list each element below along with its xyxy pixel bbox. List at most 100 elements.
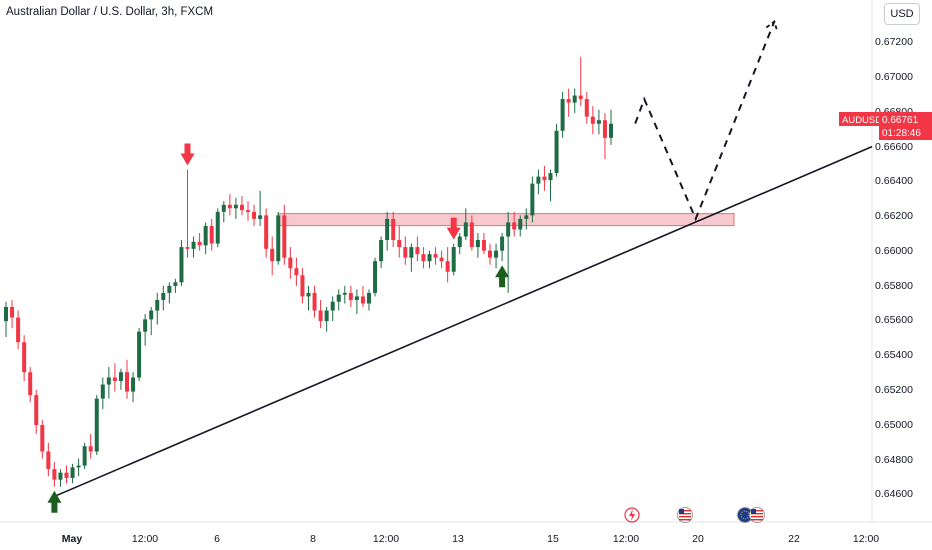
candle-body: [348, 292, 353, 300]
candle-body: [46, 451, 51, 470]
candle-body: [379, 240, 384, 262]
projection-arrowhead: [765, 20, 779, 32]
candle-body: [185, 247, 190, 249]
candle-body: [264, 215, 269, 249]
candle-body: [64, 472, 69, 478]
candle-body: [306, 292, 311, 297]
candle-body: [58, 472, 63, 480]
y-tick-label: 0.66600: [875, 141, 913, 153]
candle-body: [433, 254, 438, 258]
candle-body: [542, 176, 547, 181]
x-tick-label: 12:00: [613, 533, 639, 545]
candle-body: [100, 384, 105, 399]
us-flag-icon-secondary[interactable]: [749, 507, 765, 523]
candle-body: [385, 218, 390, 241]
candle-body: [590, 116, 595, 124]
x-tick-label: 12:00: [853, 533, 879, 545]
candle-body: [415, 247, 420, 255]
x-tick-label: 20: [692, 533, 704, 545]
candle-body: [439, 257, 444, 262]
candle-body: [409, 247, 414, 258]
candle-body: [481, 240, 486, 251]
candle-body: [421, 254, 426, 262]
x-tick-label: 22: [788, 533, 800, 545]
candle-body: [318, 310, 323, 322]
candle-body: [354, 296, 359, 300]
candle-body: [566, 99, 571, 103]
currency-button[interactable]: USD: [884, 3, 920, 25]
projection-path: [634, 21, 776, 222]
x-tick-label: May: [62, 533, 83, 545]
candle-body: [500, 236, 505, 251]
us-flag-icon[interactable]: [677, 507, 693, 523]
candle-body: [554, 130, 559, 174]
candle-body: [137, 331, 142, 378]
x-tick-label: 15: [547, 533, 559, 545]
y-tick-label: 0.65800: [875, 280, 913, 292]
x-tick-label: 6: [214, 533, 220, 545]
y-tick-label: 0.67200: [875, 36, 913, 48]
x-tick-label: 8: [310, 533, 316, 545]
candle-body: [451, 247, 456, 272]
candle-body: [488, 250, 492, 258]
candle-body: [161, 292, 166, 300]
candle-body: [22, 342, 27, 373]
candle-body: [52, 469, 57, 480]
candle-body: [112, 377, 117, 382]
up-arrow-marker: [47, 490, 62, 513]
candle-body: [312, 292, 317, 311]
candle-body: [609, 123, 613, 138]
candle-body: [167, 285, 172, 293]
candle-body: [506, 222, 511, 237]
candle-body: [149, 310, 154, 320]
flash-icon[interactable]: [624, 507, 640, 523]
up-arrow-marker: [495, 265, 510, 288]
candle-body: [445, 261, 450, 272]
candle-body: [524, 215, 529, 219]
candle-body: [336, 294, 341, 302]
candle-body: [578, 95, 583, 100]
candle-body: [252, 211, 257, 219]
candle-body: [560, 99, 565, 131]
candle-body: [367, 292, 371, 304]
candle-body: [475, 240, 480, 248]
y-tick-label: 0.66000: [875, 245, 913, 257]
candle-body: [342, 292, 347, 295]
y-tick-label: 0.65600: [875, 314, 913, 326]
chart-title: Australian Dollar / U.S. Dollar, 3h, FXC…: [6, 6, 214, 18]
candles-group: [4, 56, 613, 487]
y-tick-label: 0.64800: [875, 454, 913, 466]
candle-body: [397, 240, 402, 248]
candle-body: [239, 204, 244, 211]
bar-countdown: 01:28:46: [882, 128, 921, 139]
y-tick-label: 0.65000: [875, 419, 913, 431]
candle-body: [70, 467, 75, 478]
x-tick-label: 12:00: [373, 533, 399, 545]
y-tick-label: 0.65200: [875, 384, 913, 396]
candle-body: [179, 247, 184, 283]
candle-body: [209, 225, 214, 244]
candle-body: [106, 377, 111, 385]
candle-body: [300, 275, 305, 297]
candle-body: [203, 225, 208, 246]
candle-body: [94, 398, 99, 452]
candle-body: [125, 372, 129, 392]
candle-body: [373, 261, 378, 293]
candle-body: [360, 296, 365, 304]
y-tick-label: 0.66200: [875, 210, 913, 222]
candle-body: [76, 465, 81, 468]
current-price: 0.66761: [882, 115, 919, 126]
candle-body: [536, 176, 541, 184]
candle-body: [40, 425, 45, 452]
candle-body: [602, 120, 607, 138]
candle-body: [233, 204, 238, 209]
candle-body: [548, 173, 553, 181]
candle-body: [215, 211, 220, 244]
candle-body: [530, 183, 535, 216]
candle-body: [4, 307, 8, 322]
trendline: [56, 145, 873, 497]
candle-body: [463, 222, 468, 237]
down-arrow-marker: [446, 217, 461, 240]
candle-body: [143, 319, 148, 332]
